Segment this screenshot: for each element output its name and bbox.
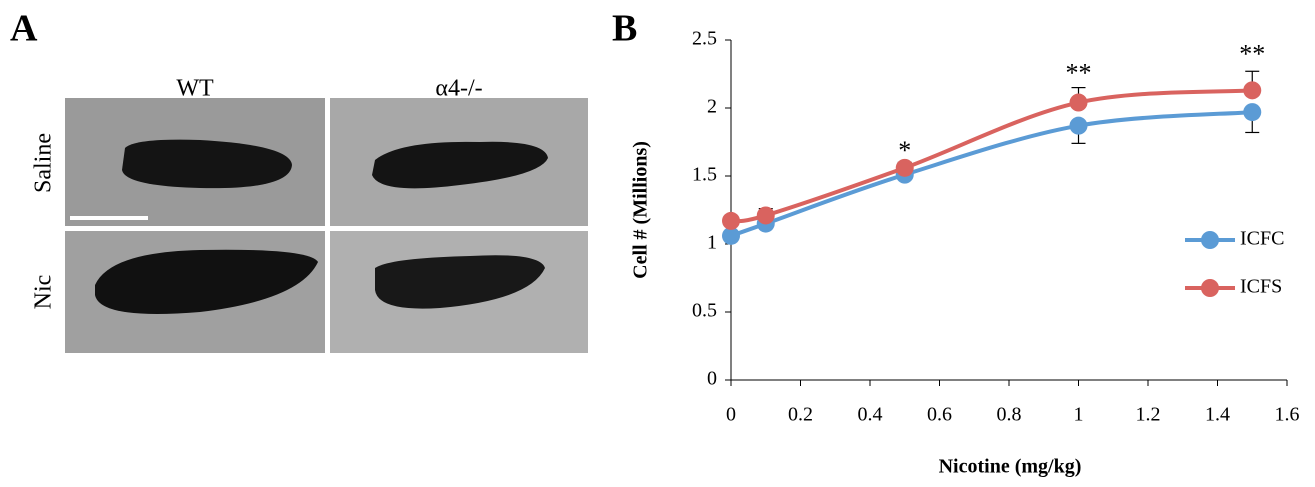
x-tick-label: 0 <box>726 404 736 426</box>
data-point <box>722 211 740 230</box>
y-tick-label: 0 <box>707 368 717 390</box>
data-point <box>1243 81 1262 100</box>
spleen <box>372 141 548 189</box>
column-label: α4-/- <box>435 76 482 102</box>
y-tick-label: 0.5 <box>692 300 717 322</box>
annotation: * <box>898 136 911 165</box>
x-tick-label: 0.6 <box>927 404 952 426</box>
x-tick-label: 1.6 <box>1275 404 1300 426</box>
y-tick-label: 1.5 <box>692 164 717 186</box>
spleen <box>375 255 545 309</box>
data-point <box>1069 93 1088 112</box>
y-tick-label: 2.5 <box>692 28 717 50</box>
panel-label: A <box>10 8 38 50</box>
row-label: Saline <box>31 133 57 193</box>
spleen <box>95 249 318 314</box>
data-point <box>1243 103 1262 122</box>
annotation: ** <box>1066 58 1092 87</box>
legend-marker <box>1201 231 1219 249</box>
legend-label: ICFS <box>1240 276 1282 298</box>
legend-marker <box>1201 279 1219 297</box>
x-axis-title: Nicotine (mg/kg) <box>939 456 1082 478</box>
legend-label: ICFC <box>1240 228 1284 250</box>
row-label: Nic <box>31 275 57 310</box>
x-tick-label: 1.4 <box>1205 404 1230 426</box>
column-label: WT <box>176 76 214 102</box>
x-tick-label: 0.4 <box>858 404 883 426</box>
series-line <box>730 88 1253 224</box>
photo-grid <box>65 98 588 353</box>
y-tick-label: 2 <box>707 96 717 118</box>
x-tick-label: 1 <box>1074 404 1084 426</box>
spleen <box>122 139 292 189</box>
x-tick-label: 0.2 <box>788 404 813 426</box>
data-point <box>895 158 914 177</box>
data-point <box>1069 116 1088 135</box>
y-axis-title: Cell # (Millions) <box>630 141 652 279</box>
data-point <box>756 206 775 225</box>
annotation: ** <box>1239 39 1265 68</box>
x-tick-label: 1.2 <box>1136 404 1161 426</box>
panel-label: B <box>612 8 637 50</box>
y-tick-label: 1 <box>707 232 717 254</box>
data-point <box>722 226 740 245</box>
x-tick-label: 0.8 <box>997 404 1022 426</box>
